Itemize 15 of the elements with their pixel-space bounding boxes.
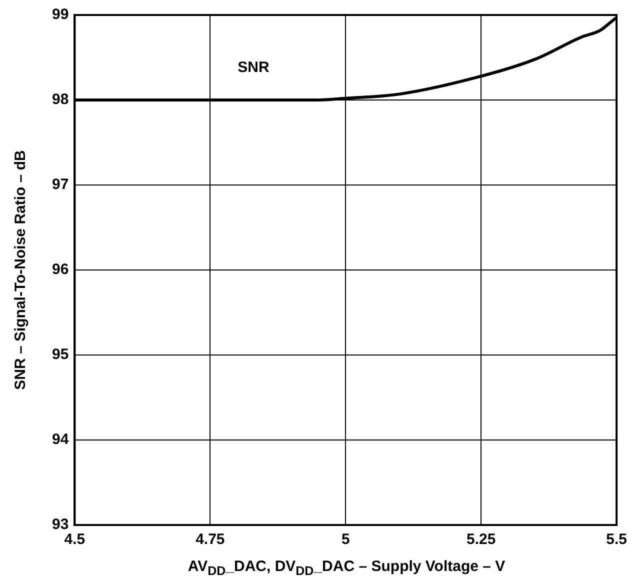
x-axis-title: AV$_{DD}$_DAC, DV$_{DD}$_DAC – Supply Voltage – V [186, 558, 506, 578]
x-tick-label: 4.5 [64, 531, 86, 548]
y-tick-label: 96 [52, 261, 69, 278]
x-tick-label: 5.25 [466, 531, 496, 548]
y-axis-title: SNR – Signal-To-Noise Ratio – dB [12, 150, 30, 390]
series-label: SNR [238, 59, 270, 76]
x-tick-label: 5 [341, 531, 350, 548]
y-tick-label: 93 [52, 516, 69, 534]
x-tick-label: 5.5 [606, 531, 628, 548]
y-tick-label: 97 [52, 176, 69, 194]
y-tick-label: 99 [52, 6, 69, 24]
y-tick-label: 95 [52, 346, 69, 364]
y-tick-label: 94 [52, 431, 70, 448]
y-tick-label: 98 [52, 91, 69, 108]
x-tick-label: 4.75 [196, 531, 225, 548]
